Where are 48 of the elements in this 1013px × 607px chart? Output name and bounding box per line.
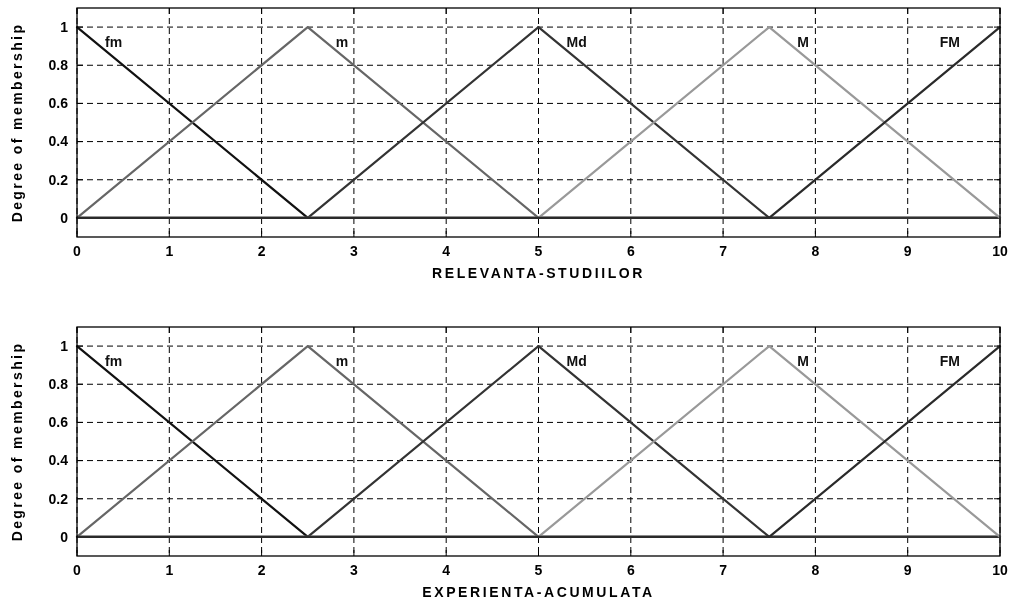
x-tick-label: 5 <box>534 562 543 578</box>
series-label: m <box>335 353 349 370</box>
y-tick-label: 0 <box>60 209 69 226</box>
y-tick-label: 0.6 <box>48 414 69 431</box>
x-tick-label: 8 <box>811 243 820 259</box>
x-tick-label: 4 <box>442 562 451 578</box>
y-tick-label: 0.2 <box>48 490 69 507</box>
x-tick-label: 2 <box>257 562 266 578</box>
x-tick-label: 3 <box>350 243 358 259</box>
y-axis-title: Degree of membership <box>9 22 25 223</box>
x-tick-label: 6 <box>626 243 635 259</box>
x-tick-label: 10 <box>992 562 1008 578</box>
x-tick-label: 6 <box>626 562 635 578</box>
x-tick-label: 1 <box>165 562 174 578</box>
series-label: Md <box>566 353 587 370</box>
x-tick-label: 9 <box>903 562 912 578</box>
x-tick-label: 3 <box>350 562 358 578</box>
y-tick-label: 1 <box>60 18 69 35</box>
x-tick-label: 2 <box>257 243 266 259</box>
x-tick-label: 10 <box>992 243 1008 259</box>
x-tick-label: 7 <box>719 562 728 578</box>
y-tick-label: 1 <box>60 337 69 354</box>
x-axis-title: RELEVANTA-STUDIILOR <box>432 265 645 281</box>
series-label: fm <box>105 34 123 51</box>
y-tick-label: 0.6 <box>48 95 69 112</box>
series-label: m <box>335 34 349 51</box>
series-label: M <box>797 353 809 370</box>
x-tick-label: 5 <box>534 243 543 259</box>
y-tick-label: 0 <box>60 528 69 545</box>
series-label: FM <box>939 34 960 51</box>
y-tick-label: 0.8 <box>48 57 69 74</box>
x-tick-label: 0 <box>73 243 82 259</box>
x-tick-label: 9 <box>903 243 912 259</box>
x-tick-label: 0 <box>73 562 82 578</box>
series-label: fm <box>105 353 123 370</box>
x-tick-label: 7 <box>719 243 728 259</box>
x-axis-title: EXPERIENTA-ACUMULATA <box>422 584 655 600</box>
x-tick-label: 4 <box>442 243 451 259</box>
y-tick-label: 0.8 <box>48 376 69 393</box>
y-tick-label: 0.4 <box>48 452 69 469</box>
series-label: Md <box>566 34 587 51</box>
x-tick-label: 8 <box>811 562 820 578</box>
series-label: FM <box>939 353 960 370</box>
x-tick-label: 1 <box>165 243 174 259</box>
y-tick-label: 0.4 <box>48 133 69 150</box>
series-label: M <box>797 34 809 51</box>
y-tick-label: 0.2 <box>48 171 69 188</box>
y-axis-title: Degree of membership <box>9 341 25 542</box>
